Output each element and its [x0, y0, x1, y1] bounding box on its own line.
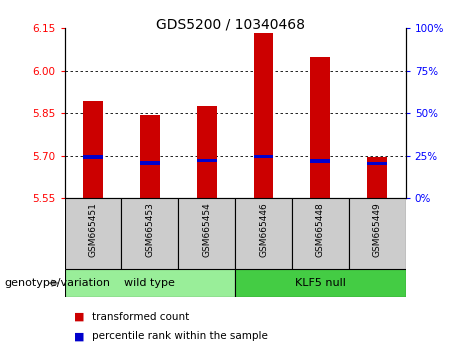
Text: genotype/variation: genotype/variation	[5, 278, 111, 288]
Text: GDS5200 / 10340468: GDS5200 / 10340468	[156, 18, 305, 32]
Bar	[140, 115, 160, 198]
Text: ■: ■	[74, 331, 84, 341]
Text: GSM665451: GSM665451	[89, 202, 97, 257]
Text: GSM665454: GSM665454	[202, 202, 211, 257]
Bar	[254, 33, 273, 198]
Bar	[65, 198, 121, 269]
Bar	[140, 161, 160, 165]
Bar	[235, 269, 406, 297]
Bar	[197, 159, 217, 162]
Bar	[197, 106, 217, 198]
Bar	[254, 155, 273, 158]
Text: percentile rank within the sample: percentile rank within the sample	[92, 331, 268, 341]
Bar	[83, 155, 103, 159]
Bar	[349, 198, 406, 269]
Bar	[292, 198, 349, 269]
Bar	[178, 198, 235, 269]
Text: wild type: wild type	[124, 278, 175, 288]
Text: GSM665448: GSM665448	[316, 202, 325, 257]
Text: GSM665446: GSM665446	[259, 202, 268, 257]
Bar	[121, 198, 178, 269]
Text: transformed count: transformed count	[92, 312, 189, 322]
Bar	[235, 198, 292, 269]
Text: KLF5 null: KLF5 null	[295, 278, 346, 288]
Bar	[65, 269, 235, 297]
Bar	[310, 159, 331, 162]
Bar	[367, 162, 387, 165]
Text: GSM665449: GSM665449	[373, 202, 382, 257]
Bar	[310, 57, 331, 198]
Text: GSM665453: GSM665453	[145, 202, 154, 257]
Bar	[83, 101, 103, 198]
Text: ■: ■	[74, 312, 84, 322]
Bar	[367, 157, 387, 198]
